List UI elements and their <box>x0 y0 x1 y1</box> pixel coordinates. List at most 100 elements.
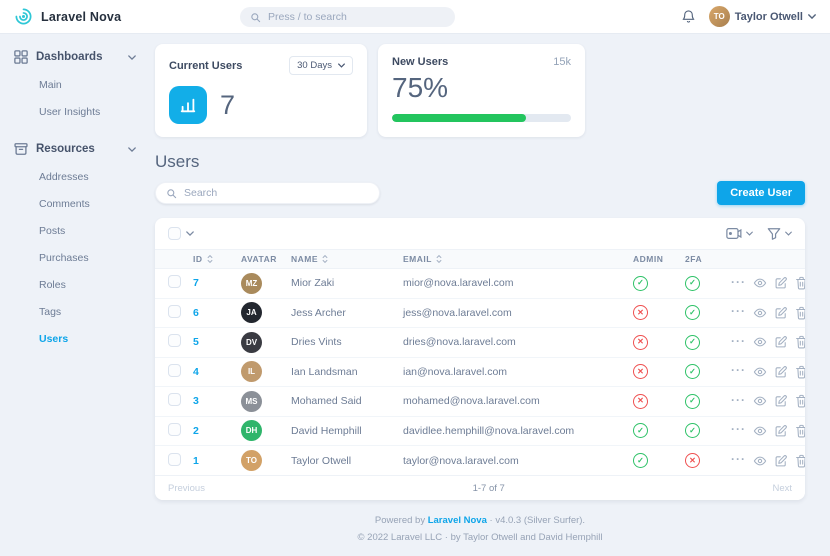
row-checkbox[interactable] <box>168 275 181 289</box>
view-eye-icon[interactable] <box>753 276 767 290</box>
sidebar-item-purchases[interactable]: Purchases <box>39 252 89 264</box>
sidebar-section-resources[interactable]: Resources <box>14 142 136 156</box>
table-row: 7 MZ Mior Zaki mior@nova.laravel.com ✓ ✓… <box>155 269 805 298</box>
resource-search-placeholder: Search <box>184 187 218 199</box>
new-users-total: 15k <box>553 56 571 68</box>
table-row: 3 MS Mohamed Said mohamed@nova.laravel.c… <box>155 387 805 416</box>
edit-pencil-icon[interactable] <box>774 454 788 468</box>
tfa-badge: ✓ <box>685 275 700 291</box>
resource-search-input[interactable]: Search <box>155 182 380 204</box>
current-users-card: Current Users 30 Days 7 <box>155 44 367 137</box>
avatar: DH <box>241 420 262 442</box>
edit-pencil-icon[interactable] <box>774 335 788 349</box>
admin-badge: ✕ <box>633 364 648 380</box>
current-users-title: Current Users <box>169 59 243 72</box>
row-checkbox[interactable] <box>168 363 181 377</box>
delete-trash-icon[interactable] <box>795 394 805 408</box>
view-eye-icon[interactable] <box>753 454 767 468</box>
chevron-down-icon <box>808 14 816 19</box>
delete-trash-icon[interactable] <box>795 335 805 349</box>
row-checkbox[interactable] <box>168 452 181 466</box>
main-content: Current Users 30 Days 7 New Users 15k <box>155 44 805 543</box>
sort-icon <box>322 254 328 264</box>
row-name: Mohamed Said <box>291 395 362 408</box>
version-label: · v4.0.3 (Silver Surfer). <box>489 515 586 526</box>
view-options-dropdown[interactable] <box>726 227 753 240</box>
table-toolbar <box>155 218 805 249</box>
edit-pencil-icon[interactable] <box>774 276 788 290</box>
sidebar-item-addresses[interactable]: Addresses <box>39 171 89 183</box>
row-email: taylor@nova.laravel.com <box>403 454 519 467</box>
new-users-percent: 75% <box>392 72 449 103</box>
filter-dropdown[interactable] <box>767 227 792 241</box>
edit-pencil-icon[interactable] <box>774 306 788 320</box>
column-header-id[interactable]: ID <box>191 250 239 269</box>
delete-trash-icon[interactable] <box>795 424 805 438</box>
avatar: JA <box>241 302 262 324</box>
column-header-email[interactable]: EMAIL <box>401 250 631 269</box>
row-id-link[interactable]: 2 <box>193 424 199 437</box>
row-id-link[interactable]: 5 <box>193 336 199 349</box>
sidebar-item-comments[interactable]: Comments <box>39 198 90 210</box>
row-email: dries@nova.laravel.com <box>403 336 516 349</box>
edit-pencil-icon[interactable] <box>774 394 788 408</box>
admin-badge: ✓ <box>633 275 648 291</box>
next-page-button[interactable]: Next <box>772 482 792 494</box>
row-checkbox[interactable] <box>168 393 181 407</box>
filter-funnel-icon <box>767 227 781 240</box>
sidebar-section-dashboards[interactable]: Dashboards <box>14 50 136 64</box>
previous-page-button[interactable]: Previous <box>168 482 205 494</box>
row-email: mior@nova.laravel.com <box>403 277 514 290</box>
admin-badge: ✕ <box>633 305 648 321</box>
row-checkbox[interactable] <box>168 422 181 436</box>
row-id-link[interactable]: 1 <box>193 454 199 467</box>
sidebar-item-main[interactable]: Main <box>39 79 62 91</box>
delete-trash-icon[interactable] <box>795 365 805 379</box>
avatar: MZ <box>241 272 262 294</box>
global-search-placeholder: Press / to search <box>268 11 347 23</box>
view-eye-icon[interactable] <box>753 365 767 379</box>
range-select-value: 30 Days <box>297 60 332 71</box>
row-id-link[interactable]: 4 <box>193 365 199 378</box>
row-name: Mior Zaki <box>291 277 335 290</box>
sidebar-item-users[interactable]: Users <box>39 333 69 345</box>
row-id-link[interactable]: 7 <box>193 277 199 290</box>
table-row: 4 IL Ian Landsman ian@nova.laravel.com ✕… <box>155 357 805 387</box>
brand[interactable]: Laravel Nova <box>14 7 121 26</box>
row-id-link[interactable]: 6 <box>193 306 199 319</box>
delete-trash-icon[interactable] <box>795 306 805 320</box>
view-eye-icon[interactable] <box>753 394 767 408</box>
sidebar-item-posts[interactable]: Posts <box>39 225 66 237</box>
delete-trash-icon[interactable] <box>795 276 805 290</box>
sidebar-item-tags[interactable]: Tags <box>39 306 62 318</box>
view-eye-icon[interactable] <box>753 335 767 349</box>
edit-pencil-icon[interactable] <box>774 424 788 438</box>
edit-pencil-icon[interactable] <box>774 365 788 379</box>
admin-badge: ✓ <box>633 423 648 439</box>
view-eye-icon[interactable] <box>753 424 767 438</box>
sidebar-item-user-insights[interactable]: User Insights <box>39 106 101 118</box>
bell-icon[interactable] <box>681 9 696 24</box>
delete-trash-icon[interactable] <box>795 454 805 468</box>
create-user-button[interactable]: Create User <box>717 181 805 205</box>
sort-icon <box>207 254 212 264</box>
user-menu[interactable]: TO Taylor Otwell <box>708 6 816 27</box>
user-avatar: TO <box>708 6 730 27</box>
view-eye-icon[interactable] <box>753 306 767 320</box>
row-id-link[interactable]: 3 <box>193 395 199 408</box>
laravel-nova-footer-link[interactable]: Laravel Nova <box>427 515 487 526</box>
sidebar-item-roles[interactable]: Roles <box>39 279 66 291</box>
users-table-panel: ID AVATAR NAME EMAIL ADMIN 2FA 7 MZ M <box>155 218 805 500</box>
column-header-2fa: 2FA <box>685 254 703 264</box>
range-select[interactable]: 30 Days <box>289 56 353 75</box>
select-all-checkbox[interactable] <box>168 227 181 240</box>
column-header-admin: ADMIN <box>633 254 664 264</box>
new-users-card: New Users 15k 75% <box>378 44 585 137</box>
column-header-name[interactable]: NAME <box>289 250 401 269</box>
row-checkbox[interactable] <box>168 304 181 318</box>
table-row: 2 DH David Hemphill davidlee.hemphill@no… <box>155 416 805 446</box>
current-users-value: 7 <box>220 89 236 120</box>
row-checkbox[interactable] <box>168 334 181 348</box>
global-search-input[interactable]: Press / to search <box>240 7 455 27</box>
chevron-down-icon[interactable] <box>186 231 194 236</box>
